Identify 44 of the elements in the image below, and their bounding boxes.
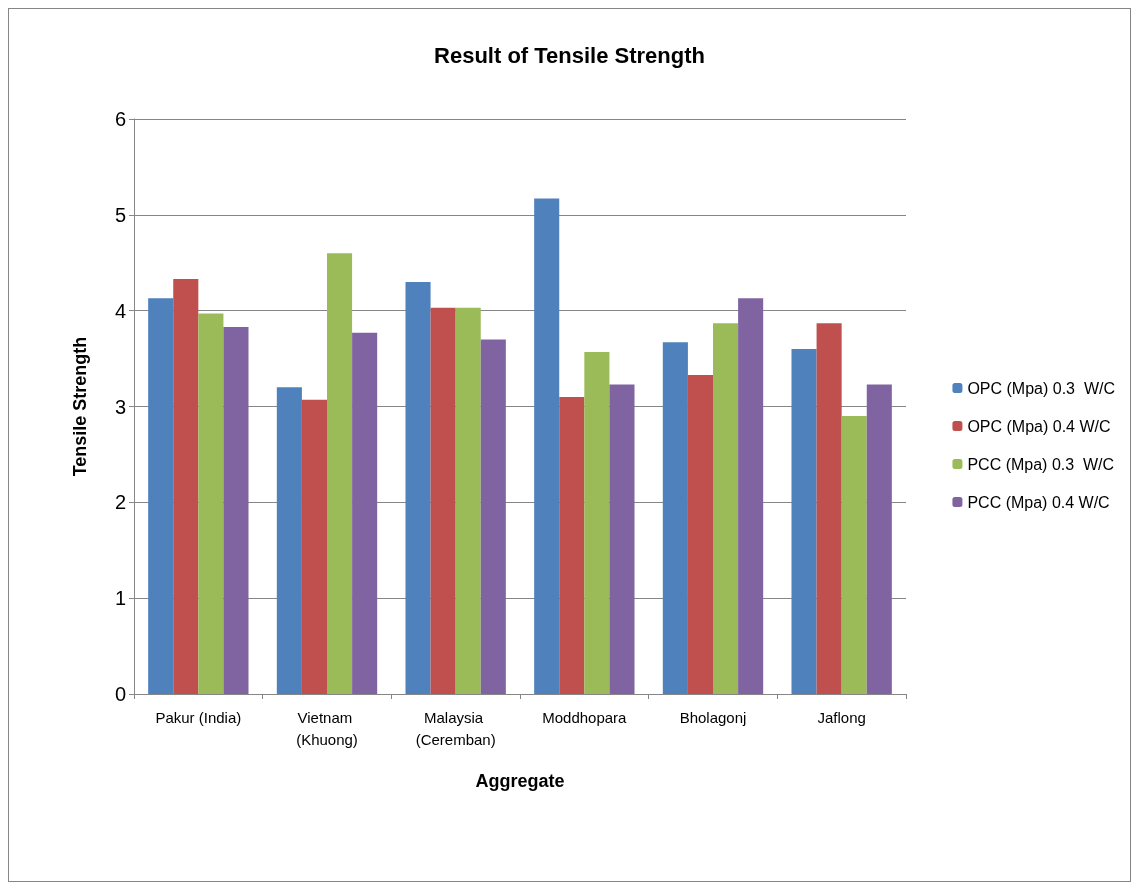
x-tick-label: Jaflong — [817, 708, 866, 726]
legend-label: OPC (Mpa) 0.3 W/C — [967, 379, 1115, 397]
legend-label: PCC (Mpa) 0.4 W/C — [967, 493, 1110, 511]
bar — [687, 374, 713, 694]
x-tick-label: Malaysia (Ceremban) — [415, 708, 496, 748]
bar — [738, 298, 764, 694]
x-tick-label: Vietnam (Khuong) — [296, 708, 358, 748]
bar — [173, 279, 199, 694]
x-tick-label: Moddhopara — [542, 708, 628, 726]
x-tick-label: Pakur (India) — [155, 708, 242, 726]
y-axis-title: Tensile Strength — [70, 336, 90, 477]
y-tick-label: 6 — [114, 108, 126, 130]
bar — [198, 313, 224, 694]
chart-title: Result of Tensile Strength — [434, 42, 705, 68]
bar — [866, 384, 892, 694]
bar — [584, 351, 610, 694]
bar — [276, 387, 302, 694]
legend-label: OPC (Mpa) 0.4 W/C — [967, 417, 1111, 435]
bar — [352, 332, 378, 694]
bar — [430, 307, 456, 694]
y-tick-label: 4 — [114, 299, 126, 322]
bar — [662, 342, 688, 694]
bar — [791, 349, 817, 694]
x-axis-title: Aggregate — [475, 771, 565, 791]
bar — [223, 326, 249, 694]
bar — [559, 396, 585, 694]
y-tick-label: 1 — [114, 587, 126, 610]
bar — [480, 339, 506, 694]
bar — [405, 281, 431, 694]
bar — [841, 416, 867, 694]
bar — [816, 323, 842, 694]
bar — [455, 307, 481, 694]
y-tick-label: 2 — [114, 491, 126, 514]
bar — [713, 323, 739, 694]
legend-label: PCC (Mpa) 0.3 W/C — [967, 455, 1115, 473]
bar — [534, 198, 560, 694]
bar — [327, 253, 353, 694]
bar — [301, 399, 327, 694]
y-tick-label: 0 — [114, 683, 126, 705]
bar — [609, 384, 635, 694]
x-tick-label: Bholagonj — [679, 708, 747, 726]
y-tick-label: 3 — [114, 395, 126, 418]
bar — [148, 298, 174, 694]
y-tick-label: 5 — [114, 203, 126, 226]
